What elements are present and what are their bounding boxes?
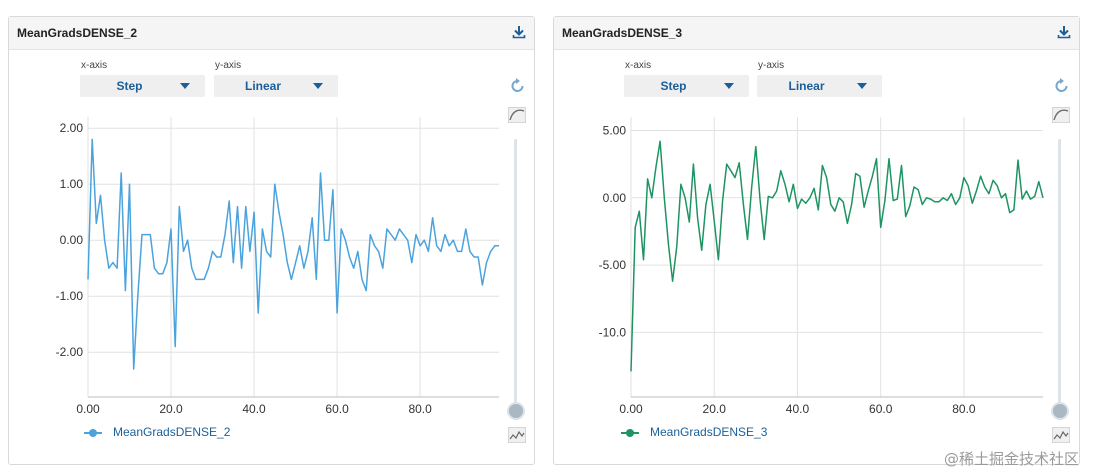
chart-card-title: MeanGradsDENSE_2 [17, 26, 138, 40]
x-tick-label: 40.0 [242, 402, 266, 416]
y-tick-label: 2.00 [60, 121, 84, 135]
line-chart: 2.00 1.00 0.00 -1.00 -2.00 0.00 20.0 40.0 60.0 80… [56, 117, 499, 416]
y-tick-label: 5.00 [603, 123, 627, 137]
x-tick-label: 40.0 [786, 402, 810, 416]
y-tick-label: 1.00 [60, 177, 84, 191]
smoothing-slider-track[interactable] [514, 139, 517, 409]
chart-card-dense-2: MeanGradsDENSE_2 x-axis y-axis Step Line… [8, 16, 535, 465]
y-axis-select[interactable]: Linear [214, 75, 338, 97]
chevron-down-icon [724, 83, 734, 89]
x-axis-label: x-axis [81, 60, 108, 71]
y-axis-select-value: Linear [244, 79, 281, 93]
download-icon[interactable] [1057, 25, 1071, 39]
x-axis-select-value: Step [660, 79, 687, 93]
smoothing-slider-handle[interactable] [507, 402, 525, 420]
series-line [87, 138, 499, 370]
legend-series-name: MeanGradsDENSE_3 [650, 425, 768, 439]
line-chart: 5.00 0.00 -5.00 -10.0 0.00 20.0 40.0 60.0 80.0 [599, 117, 1044, 416]
chart-card-dense-3: MeanGradsDENSE_3 x-axis y-axis Step Line… [553, 16, 1080, 465]
smoothing-icon[interactable] [508, 107, 526, 123]
y-tick-label: 0.00 [603, 191, 627, 205]
x-tick-label: 0.00 [76, 402, 100, 416]
x-axis-select[interactable]: Step [624, 75, 749, 97]
y-tick-label: -2.00 [56, 345, 84, 359]
watermark: @稀土掘金技术社区 [943, 450, 1079, 468]
chevron-down-icon [313, 83, 323, 89]
y-axis-select-value: Linear [788, 79, 825, 93]
y-axis-label: y-axis [215, 60, 242, 71]
y-tick-label: -5.00 [599, 258, 627, 272]
chevron-down-icon [857, 83, 867, 89]
y-axis-select[interactable]: Linear [757, 75, 882, 97]
series-line [630, 140, 1044, 372]
chart-card-title: MeanGradsDENSE_3 [562, 26, 683, 40]
smoothing-slider-handle[interactable] [1051, 402, 1069, 420]
chart-card-header: MeanGradsDENSE_3 [554, 17, 1079, 50]
x-tick-label: 80.0 [952, 402, 976, 416]
x-tick-label: 60.0 [325, 402, 349, 416]
y-axis-label: y-axis [758, 60, 785, 71]
x-axis-label: x-axis [625, 60, 652, 71]
x-tick-label: 0.00 [619, 402, 643, 416]
toggle-data-icon[interactable] [508, 427, 526, 443]
x-tick-label: 60.0 [869, 402, 893, 416]
x-axis-select[interactable]: Step [80, 75, 205, 97]
x-axis-select-value: Step [116, 79, 143, 93]
legend-marker [89, 429, 97, 437]
toggle-data-icon[interactable] [1052, 427, 1070, 443]
legend-marker [626, 429, 634, 437]
smoothing-slider-track[interactable] [1058, 139, 1061, 409]
chevron-down-icon [180, 83, 190, 89]
reset-zoom-icon[interactable] [509, 77, 527, 95]
legend-series-name: MeanGradsDENSE_2 [113, 425, 231, 439]
download-icon[interactable] [512, 25, 526, 39]
x-tick-label: 20.0 [159, 402, 183, 416]
reset-zoom-icon[interactable] [1053, 77, 1071, 95]
y-tick-label: -1.00 [56, 289, 84, 303]
y-tick-label: -10.0 [599, 325, 627, 339]
smoothing-icon[interactable] [1052, 107, 1070, 123]
chart-card-header: MeanGradsDENSE_2 [9, 17, 534, 50]
x-tick-label: 20.0 [703, 402, 727, 416]
x-tick-label: 80.0 [408, 402, 432, 416]
y-tick-label: 0.00 [60, 233, 84, 247]
